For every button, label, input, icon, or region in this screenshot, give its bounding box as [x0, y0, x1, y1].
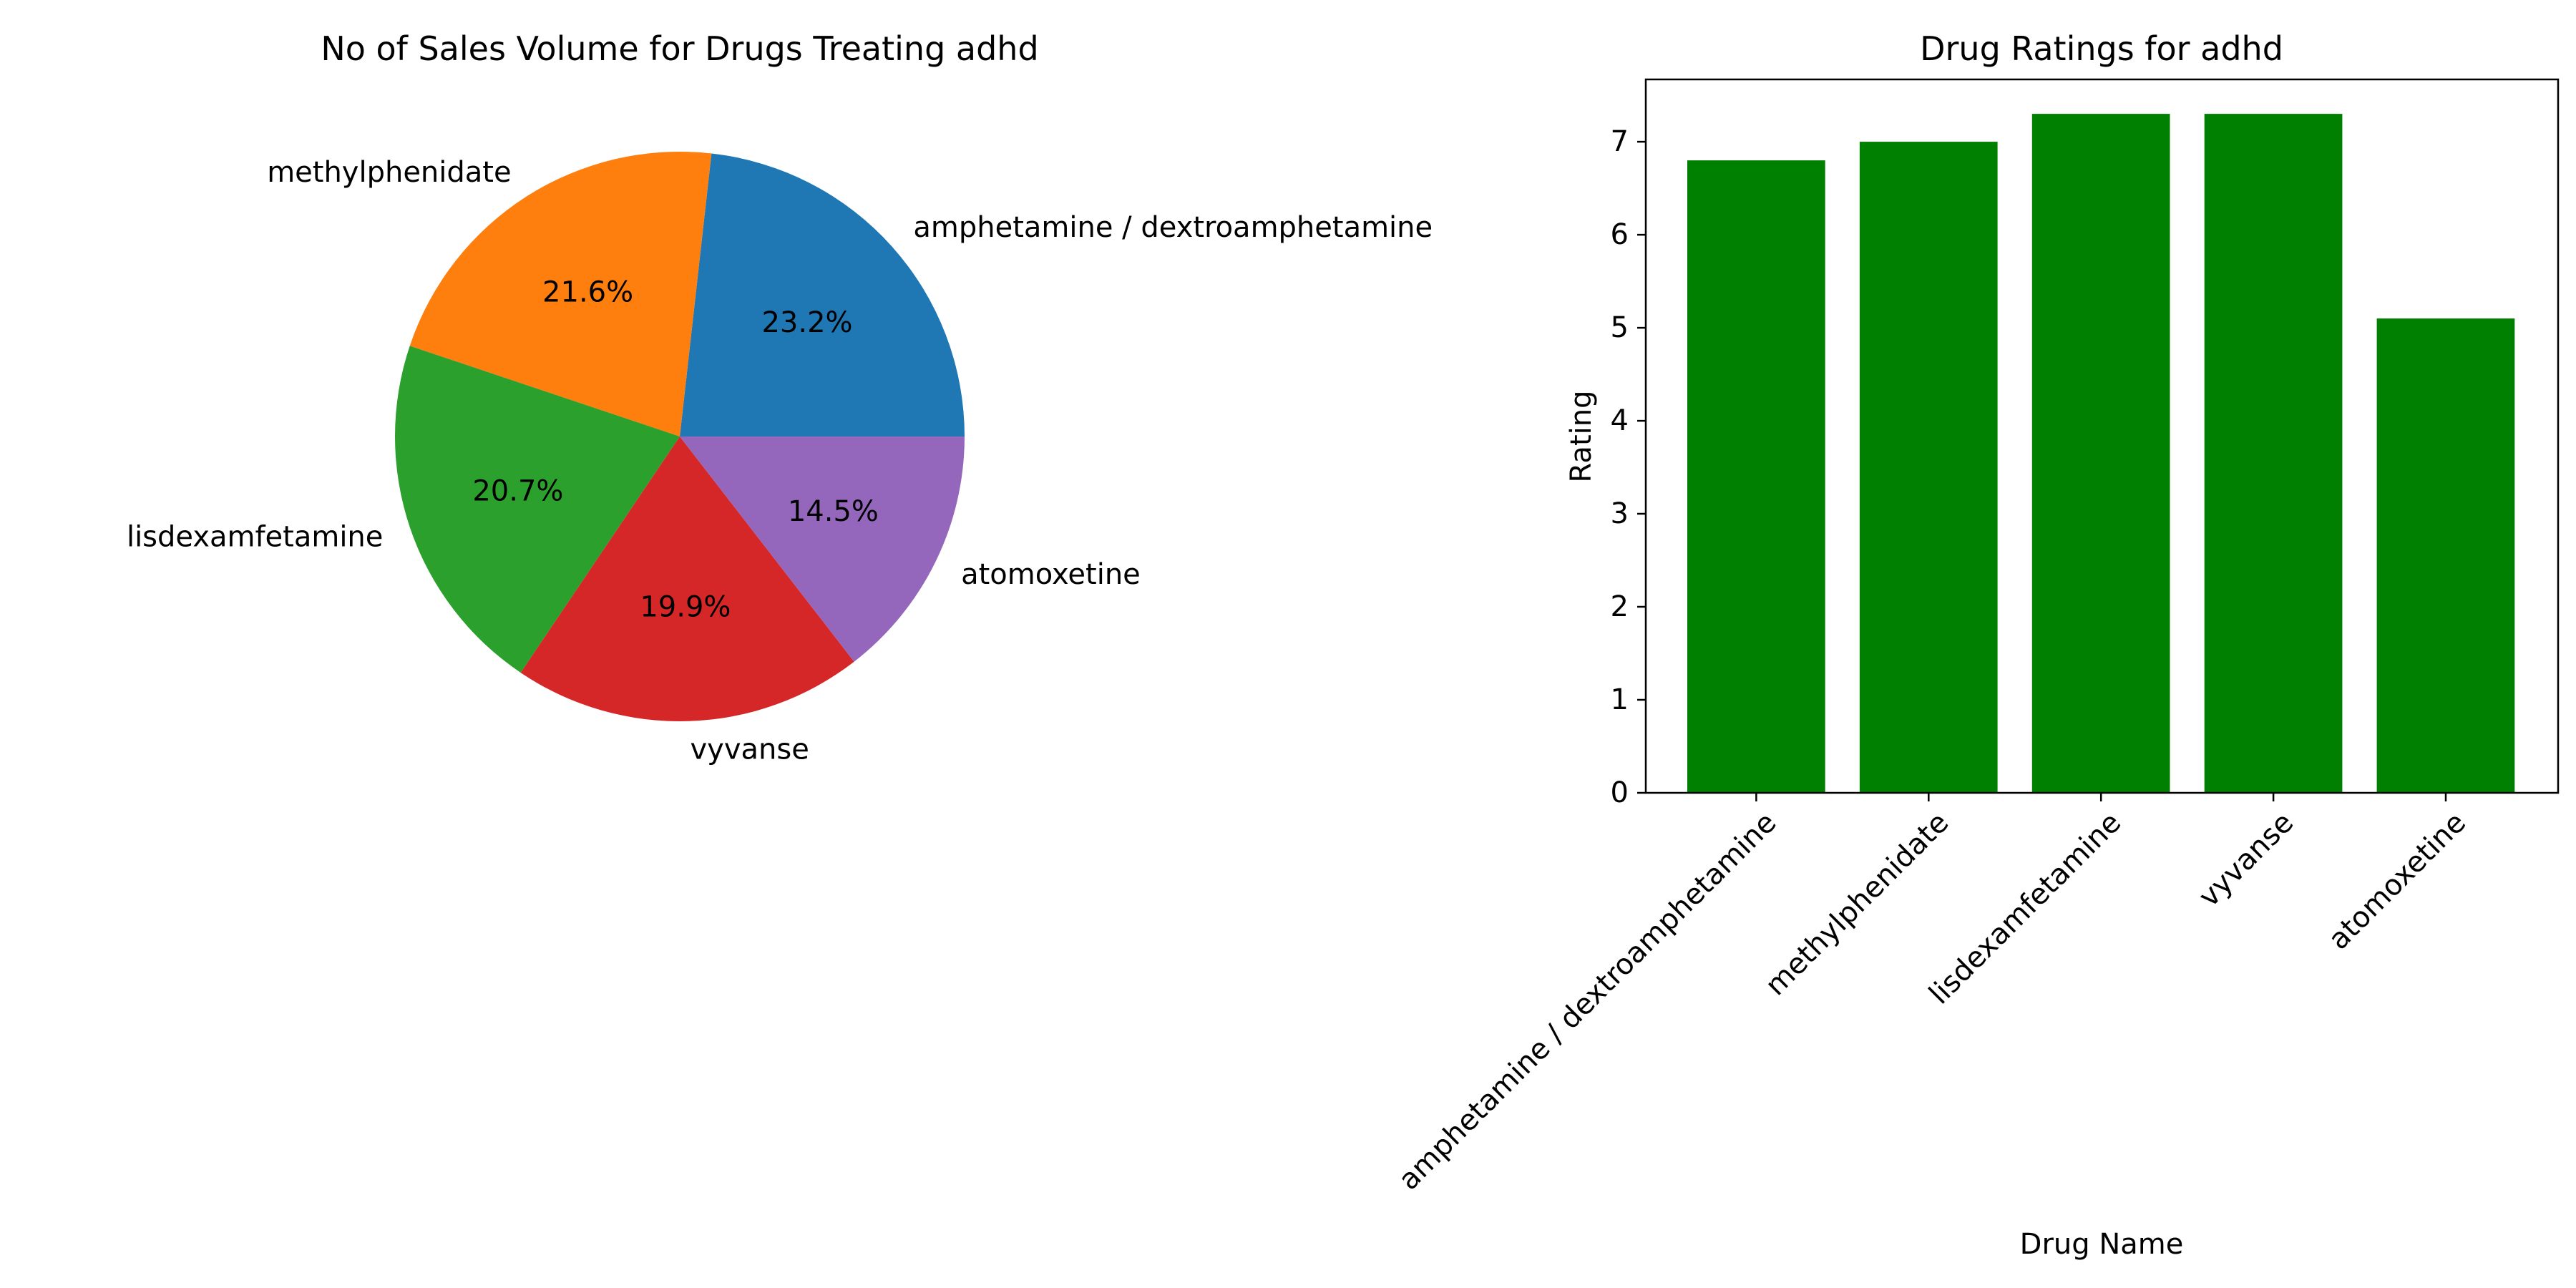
x-tick-label: lisdexamfetamine	[1923, 806, 2127, 1011]
pie-percent-label: 19.9%	[640, 591, 731, 624]
pie-percent-label: 23.2%	[761, 306, 852, 339]
bar-chart-title: Drug Ratings for adhd	[1920, 29, 2283, 68]
pie-labels: 23.2% amphetamine / dextroamphetamine 21.6…	[127, 156, 1433, 766]
pie-category-label: vyvanse	[691, 733, 809, 766]
x-tick-label: vyvanse	[2192, 806, 2300, 914]
x-axis-label: Drug Name	[2020, 1228, 2184, 1261]
pie-percent-label: 14.5%	[788, 495, 879, 528]
pie-percent-label: 20.7%	[472, 475, 563, 508]
bars	[1687, 114, 2515, 794]
y-tick-label: 4	[1611, 404, 1629, 437]
bar-chart: Drug Ratings for adhd 0 1 2 3 4 5 6 7 amphetami…	[1392, 29, 2560, 1261]
y-axis-label: Rating	[1565, 391, 1598, 483]
bar	[2204, 114, 2343, 794]
pie-slice	[680, 153, 965, 437]
bar	[2376, 318, 2515, 794]
pie-slices	[395, 152, 965, 721]
x-axis-ticks: amphetamine / dextroamphetaminemethylphe…	[1392, 793, 2472, 1196]
x-tick-label: amphetamine / dextroamphetamine	[1392, 806, 1783, 1197]
plot-frame	[1644, 78, 2560, 794]
y-tick-label: 6	[1611, 218, 1629, 251]
pie-category-label: methylphenidate	[267, 156, 511, 189]
pie-category-label: atomoxetine	[961, 558, 1141, 591]
bar	[1687, 160, 1825, 794]
pie-slice	[395, 346, 680, 673]
y-axis-ticks: 0 1 2 3 4 5 6 7	[1611, 125, 1646, 809]
pie-slice	[520, 436, 854, 721]
pie-percent-label: 21.6%	[542, 276, 633, 309]
y-tick-label: 3	[1611, 497, 1629, 530]
pie-chart: No of Sales Volume for Drugs Treating ad…	[127, 29, 1433, 766]
y-tick-label: 0	[1611, 776, 1629, 809]
bar	[2031, 114, 2170, 794]
x-tick-label: methylphenidate	[1759, 806, 1955, 1002]
y-tick-label: 7	[1611, 125, 1629, 158]
bar	[1859, 142, 1998, 794]
pie-chart-title: No of Sales Volume for Drugs Treating ad…	[321, 29, 1038, 68]
y-tick-label: 1	[1611, 683, 1629, 716]
pie-category-label: lisdexamfetamine	[127, 521, 383, 554]
y-tick-label: 5	[1611, 311, 1629, 344]
x-tick-label: atomoxetine	[2322, 806, 2472, 957]
y-tick-label: 2	[1611, 590, 1629, 623]
pie-slice	[680, 436, 965, 662]
pie-slice	[409, 152, 712, 436]
pie-category-label: amphetamine / dextroamphetamine	[913, 211, 1433, 244]
